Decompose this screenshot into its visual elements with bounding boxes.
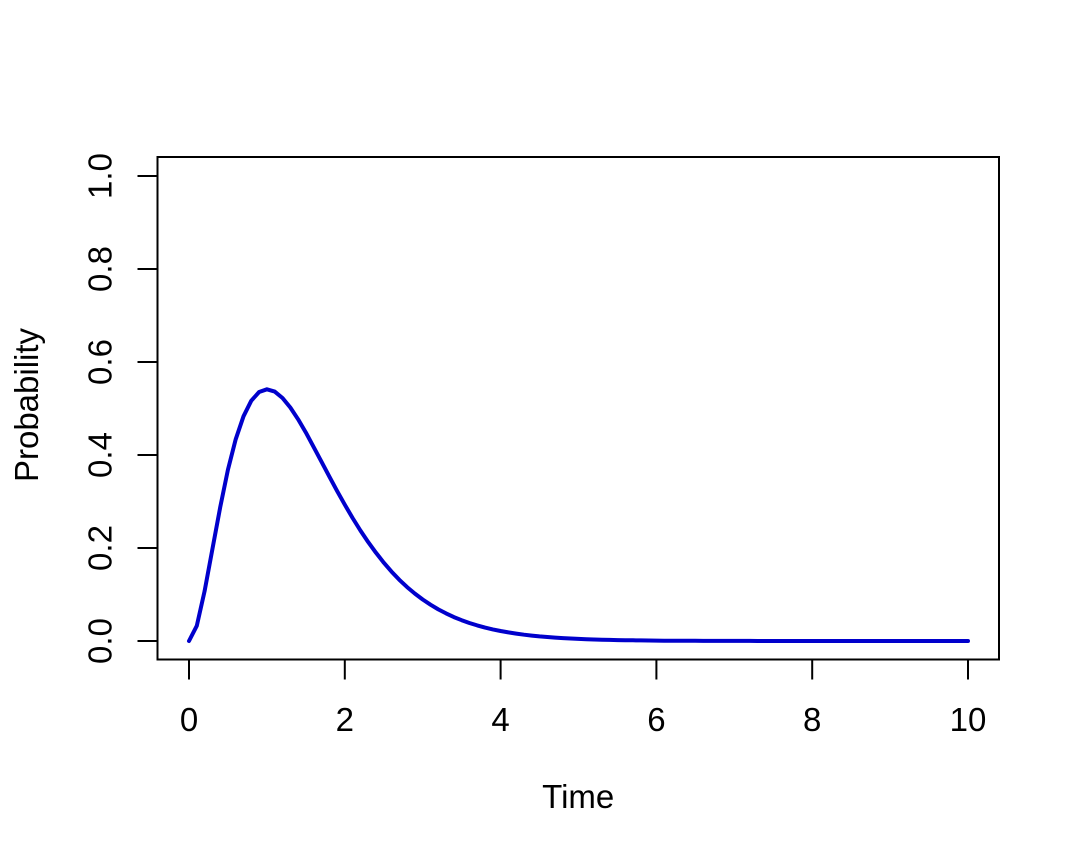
svg-text:0.0: 0.0 (82, 618, 119, 664)
svg-text:Time: Time (542, 778, 614, 815)
svg-text:10: 10 (950, 701, 987, 738)
svg-text:4: 4 (491, 701, 509, 738)
svg-text:0.2: 0.2 (82, 525, 119, 571)
svg-text:0.4: 0.4 (82, 432, 119, 478)
svg-text:0.8: 0.8 (82, 246, 119, 292)
svg-text:8: 8 (803, 701, 821, 738)
svg-text:0.6: 0.6 (82, 339, 119, 385)
svg-text:Probability: Probability (8, 327, 45, 482)
svg-text:1.0: 1.0 (82, 153, 119, 199)
svg-text:0: 0 (180, 701, 198, 738)
svg-text:6: 6 (647, 701, 665, 738)
svg-text:2: 2 (336, 701, 354, 738)
